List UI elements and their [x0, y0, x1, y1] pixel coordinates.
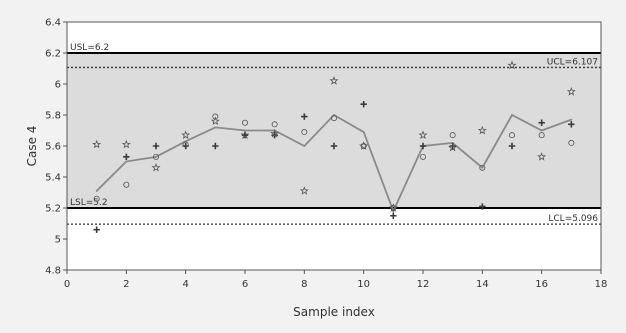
mean-line-point — [362, 131, 365, 133]
y-tick-label: 4.8 — [45, 266, 61, 277]
cross-marker — [360, 100, 367, 108]
star-marker — [210, 116, 220, 126]
star-marker — [121, 139, 131, 149]
y-tick-label: 5.2 — [45, 204, 61, 215]
circle-marker — [330, 115, 337, 122]
circle-marker — [538, 132, 545, 139]
star-marker — [181, 130, 191, 139]
circle-marker — [152, 153, 159, 160]
circle-marker — [449, 132, 456, 139]
y-tick-label: 6.2 — [45, 49, 61, 60]
series-layer — [92, 60, 576, 233]
circle-marker — [301, 129, 308, 136]
mean-line-point — [540, 129, 543, 132]
x-tick-label: 6 — [242, 279, 248, 290]
x-axis-label: Sample index — [293, 305, 375, 319]
y-tick-label: 6 — [55, 80, 61, 91]
y-tick-label: 5 — [55, 235, 61, 246]
circle-marker — [419, 153, 426, 160]
cross-marker — [152, 142, 160, 150]
circle-marker — [508, 132, 515, 139]
lsl-label: LSL=5.2 — [70, 198, 108, 208]
circle-marker — [271, 121, 278, 128]
mean-line-point — [155, 155, 157, 158]
cross-marker — [301, 113, 308, 120]
star-marker — [566, 86, 576, 96]
star-marker — [151, 162, 161, 172]
star-marker — [507, 60, 517, 70]
mean-line-point — [511, 114, 513, 116]
circle-marker — [212, 113, 219, 120]
cross-marker — [390, 212, 397, 219]
x-tick-label: 14 — [476, 279, 489, 290]
circle-marker — [93, 195, 100, 202]
x-tick-label: 12 — [417, 279, 430, 290]
mean-line-point — [303, 145, 306, 147]
circle-marker — [182, 141, 189, 148]
mean-line-point — [125, 160, 128, 163]
cross-marker — [568, 121, 575, 128]
cross-marker — [330, 142, 338, 150]
mean-line-point — [95, 190, 98, 192]
cross-marker — [123, 153, 130, 161]
cross-marker — [508, 142, 516, 150]
x-tick-label: 0 — [64, 279, 70, 290]
circle-marker — [479, 164, 486, 171]
circle-marker — [390, 204, 397, 211]
cross-marker — [212, 142, 219, 150]
star-marker — [418, 130, 428, 139]
circle-marker — [568, 139, 575, 146]
limit-lines: USL=6.2 LSL=5.2 UCL=6.107 LCL=5.096 — [67, 43, 601, 225]
x-tick-label: 2 — [123, 279, 129, 290]
mean-line-point — [214, 126, 217, 129]
x-tick-label: 4 — [182, 279, 188, 290]
ucl-label: UCL=6.107 — [547, 57, 598, 67]
y-tick-label: 5.8 — [45, 111, 61, 122]
cross-marker — [479, 203, 486, 210]
lcl-label: LCL=5.096 — [548, 214, 598, 224]
star-marker — [240, 130, 250, 139]
y-tick-label: 5.4 — [45, 173, 61, 184]
cross-marker — [93, 226, 100, 233]
usl-label: USL=6.2 — [70, 43, 109, 53]
x-tick-label: 18 — [595, 279, 608, 290]
y-axis-label: Case 4 — [25, 126, 39, 167]
circle-marker — [241, 119, 248, 126]
star-marker — [299, 186, 309, 195]
star-marker — [329, 76, 339, 85]
x-tick-label: 8 — [301, 279, 307, 290]
y-tick-label: 6.4 — [45, 18, 61, 29]
y-tick-label: 5.6 — [45, 142, 61, 153]
cross-marker — [419, 142, 427, 150]
circle-marker — [123, 181, 130, 188]
circle-marker — [360, 142, 367, 149]
x-tick-label: 16 — [535, 279, 548, 290]
mean-line-point — [481, 166, 484, 169]
axes: 0 2 4 6 8 10 12 14 16 18 4.8 5 5.2 5.4 5.6 5.8 6 6.2 6.4 — [45, 18, 607, 291]
mean-line-point — [570, 118, 573, 121]
star-marker — [537, 152, 547, 161]
cross-marker — [538, 119, 545, 126]
spec-band — [67, 53, 601, 208]
star-marker — [448, 142, 458, 152]
x-tick-label: 10 — [357, 279, 370, 290]
star-marker — [92, 139, 102, 149]
star-marker — [477, 125, 487, 135]
star-marker — [270, 128, 280, 138]
